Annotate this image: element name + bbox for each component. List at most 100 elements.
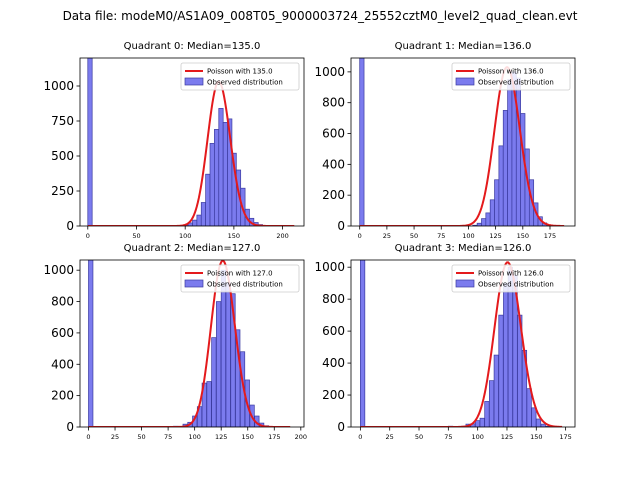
y-tick-label: 200 bbox=[322, 388, 345, 402]
x-tick-label: 75 bbox=[437, 232, 445, 240]
histogram-bar bbox=[205, 173, 211, 226]
x-tick-label: 25 bbox=[383, 232, 391, 240]
y-tick-label: 0 bbox=[66, 219, 74, 233]
subplot-title: Quadrant 2: Median=127.0 bbox=[124, 243, 261, 254]
legend-line-label: Poisson with 127.0 bbox=[207, 270, 273, 278]
histogram-bar bbox=[481, 218, 487, 226]
x-tick-label: 125 bbox=[489, 232, 501, 240]
figure-suptitle: Data file: modeM0/AS1A09_008T05_90000037… bbox=[63, 9, 578, 23]
histogram-bar bbox=[498, 314, 504, 427]
histogram-bar bbox=[222, 122, 228, 226]
x-tick-label: 0 bbox=[86, 232, 90, 240]
histogram-bar bbox=[214, 129, 220, 226]
y-tick-label: 600 bbox=[51, 326, 74, 340]
x-tick-label: 50 bbox=[132, 232, 140, 240]
histogram-bar bbox=[503, 282, 509, 427]
x-tick-label: 0 bbox=[86, 433, 90, 441]
histogram-bar bbox=[484, 401, 490, 427]
legend: Poisson with 135.0 Observed distribution bbox=[180, 62, 300, 91]
legend-bar-label: Observed distribution bbox=[478, 79, 554, 87]
y-tick-label: 200 bbox=[51, 389, 74, 403]
histogram-bar bbox=[211, 337, 217, 427]
histogram-bar bbox=[502, 110, 508, 226]
axes-frame bbox=[350, 259, 576, 428]
histogram-bar bbox=[209, 143, 215, 226]
legend-box bbox=[180, 264, 300, 293]
y-tick-label: 600 bbox=[322, 324, 345, 338]
y-tick-label: 400 bbox=[322, 356, 345, 370]
y-tick-label: 250 bbox=[51, 184, 74, 198]
x-tick-label: 175 bbox=[559, 433, 571, 441]
y-tick-label: 1000 bbox=[43, 79, 74, 93]
x-tick-label: 100 bbox=[179, 232, 191, 240]
histogram-bar bbox=[87, 58, 93, 226]
legend-bar-swatch bbox=[455, 77, 475, 86]
subplot-quadrant-0: Quadrant 0: Median=135.0 0 250 500 750 1000 0 5… bbox=[43, 41, 305, 240]
legend-bar-swatch bbox=[455, 279, 475, 288]
axes-frame bbox=[79, 57, 305, 227]
x-tick-label: 175 bbox=[268, 433, 280, 441]
y-tick-label: 800 bbox=[322, 96, 345, 110]
x-tick-label: 50 bbox=[137, 433, 145, 441]
histogram-bar bbox=[220, 269, 227, 427]
subplot-quadrant-3: Quadrant 3: Median=126.0 0 200 400 600 800 100… bbox=[314, 243, 576, 441]
legend-box bbox=[180, 62, 300, 91]
plot-area bbox=[88, 260, 291, 427]
legend-box bbox=[451, 264, 571, 293]
x-tick-label: 150 bbox=[517, 232, 529, 240]
histogram-bar bbox=[479, 417, 485, 427]
histogram-bar bbox=[476, 222, 482, 226]
x-tick-label: 25 bbox=[386, 433, 394, 441]
plot-area bbox=[360, 260, 563, 427]
legend-bar-label: Observed distribution bbox=[207, 79, 283, 87]
x-tick-label: 200 bbox=[276, 232, 288, 240]
y-tick-label: 400 bbox=[322, 157, 345, 171]
x-tick-label: 100 bbox=[471, 433, 483, 441]
legend-line-label: Poisson with 135.0 bbox=[207, 68, 273, 76]
histogram-bar bbox=[531, 407, 537, 427]
x-tick-label: 150 bbox=[242, 433, 254, 441]
x-tick-label: 100 bbox=[188, 433, 200, 441]
histogram-bar bbox=[535, 418, 542, 427]
x-tick-label: 100 bbox=[462, 232, 474, 240]
histogram-bar bbox=[192, 219, 198, 226]
x-tick-label: 50 bbox=[415, 433, 423, 441]
x-tick-label: 125 bbox=[501, 433, 513, 441]
histogram-bar bbox=[88, 260, 94, 427]
legend-box bbox=[451, 62, 571, 91]
x-tick-label: 25 bbox=[111, 433, 119, 441]
x-tick-label: 0 bbox=[358, 433, 362, 441]
subplot-title: Quadrant 3: Median=126.0 bbox=[395, 243, 532, 254]
x-tick-label: 125 bbox=[215, 433, 227, 441]
histogram-bar bbox=[520, 113, 526, 226]
histogram-bar bbox=[489, 380, 495, 427]
plot-area bbox=[359, 58, 565, 226]
axes-frame bbox=[350, 57, 576, 227]
x-tick-label: 150 bbox=[228, 232, 240, 240]
histogram-bar bbox=[359, 58, 365, 226]
axes-frame bbox=[79, 259, 305, 428]
legend-bar-label: Observed distribution bbox=[478, 281, 554, 289]
x-tick-label: 50 bbox=[410, 232, 418, 240]
y-tick-label: 0 bbox=[66, 420, 74, 434]
y-tick-label: 750 bbox=[51, 114, 74, 128]
x-tick-label: 75 bbox=[164, 433, 172, 441]
histogram-bar bbox=[494, 179, 500, 226]
histogram-bar bbox=[474, 420, 481, 427]
y-tick-label: 800 bbox=[51, 295, 74, 309]
y-tick-label: 1000 bbox=[314, 260, 345, 274]
x-tick-label: 0 bbox=[358, 232, 362, 240]
x-tick-label: 150 bbox=[530, 433, 542, 441]
subplot-quadrant-1: Quadrant 1: Median=136.0 0 200 400 600 800 100… bbox=[314, 41, 576, 240]
histogram-bar bbox=[498, 145, 504, 226]
legend-bar-swatch bbox=[184, 279, 204, 288]
y-tick-label: 500 bbox=[51, 149, 74, 163]
y-tick-label: 0 bbox=[337, 420, 345, 434]
histogram-bar bbox=[225, 282, 231, 427]
histogram-bar bbox=[507, 79, 513, 226]
histogram-bar bbox=[526, 388, 532, 427]
x-tick-label: 200 bbox=[295, 433, 307, 441]
legend: Poisson with 136.0 Observed distribution bbox=[451, 62, 571, 91]
